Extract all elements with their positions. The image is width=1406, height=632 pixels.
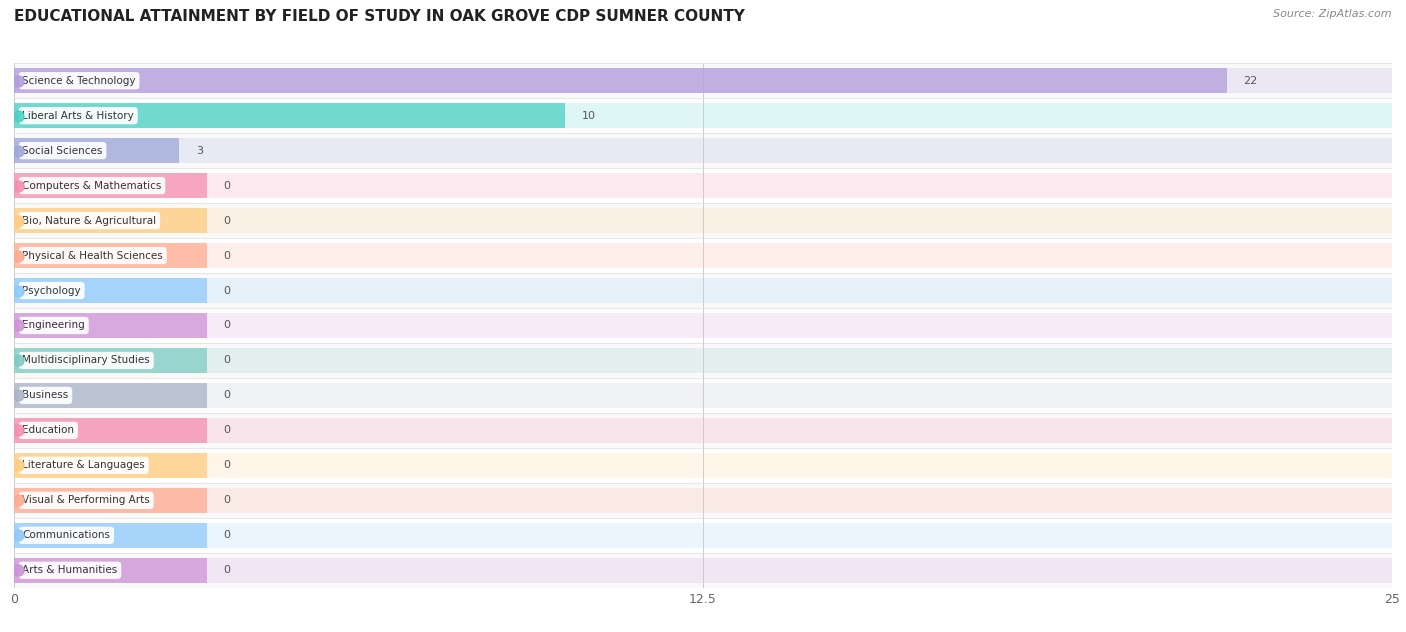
Bar (14, 98, 1392, 133)
Bar (14, 518, 1392, 553)
Text: 22: 22 (1243, 76, 1257, 86)
Text: 0: 0 (224, 391, 231, 401)
Text: 0: 0 (224, 495, 231, 506)
Text: 0: 0 (224, 286, 231, 296)
Bar (14, 308, 1392, 343)
Text: Multidisciplinary Studies: Multidisciplinary Studies (22, 355, 150, 365)
Text: Visual & Performing Arts: Visual & Performing Arts (22, 495, 150, 506)
Bar (14, 208, 207, 233)
Bar (14, 68, 1226, 94)
Bar (14, 313, 207, 338)
Text: Psychology: Psychology (22, 286, 82, 296)
Bar (14, 243, 207, 268)
Bar (14, 453, 1392, 478)
Bar (14, 418, 207, 443)
Bar (14, 138, 1392, 163)
Text: Business: Business (22, 391, 69, 401)
Text: Literature & Languages: Literature & Languages (22, 460, 145, 470)
Bar (14, 313, 1392, 338)
Text: 0: 0 (224, 530, 231, 540)
Text: Education: Education (22, 425, 75, 435)
Text: 0: 0 (224, 425, 231, 435)
Text: 0: 0 (224, 216, 231, 226)
Bar (14, 557, 1392, 583)
Bar (14, 523, 1392, 548)
Bar (14, 523, 207, 548)
Bar (14, 278, 1392, 303)
Bar (14, 103, 1392, 128)
Text: Bio, Nature & Agricultural: Bio, Nature & Agricultural (22, 216, 156, 226)
Bar (14, 243, 1392, 268)
Text: Physical & Health Sciences: Physical & Health Sciences (22, 250, 163, 260)
Bar (14, 173, 1392, 198)
Bar (14, 488, 207, 513)
Bar (14, 453, 207, 478)
Bar (14, 343, 1392, 378)
Bar (14, 63, 1392, 98)
Bar (14, 348, 1392, 373)
Text: EDUCATIONAL ATTAINMENT BY FIELD OF STUDY IN OAK GROVE CDP SUMNER COUNTY: EDUCATIONAL ATTAINMENT BY FIELD OF STUDY… (14, 9, 745, 25)
Text: Science & Technology: Science & Technology (22, 76, 136, 86)
Text: Arts & Humanities: Arts & Humanities (22, 565, 118, 575)
Text: 0: 0 (224, 565, 231, 575)
Bar (14, 138, 180, 163)
Text: Social Sciences: Social Sciences (22, 145, 103, 155)
Bar (14, 488, 1392, 513)
Text: 0: 0 (224, 460, 231, 470)
Text: Engineering: Engineering (22, 320, 86, 331)
Text: Communications: Communications (22, 530, 110, 540)
Text: 10: 10 (582, 111, 596, 121)
Bar (14, 383, 1392, 408)
Bar (14, 483, 1392, 518)
Bar (14, 238, 1392, 273)
Text: 0: 0 (224, 181, 231, 191)
Bar (14, 103, 565, 128)
Bar (14, 348, 207, 373)
Bar (14, 173, 207, 198)
Bar (14, 168, 1392, 203)
Text: Liberal Arts & History: Liberal Arts & History (22, 111, 134, 121)
Text: 0: 0 (224, 250, 231, 260)
Text: 3: 3 (195, 145, 202, 155)
Bar (14, 557, 207, 583)
Bar (14, 273, 1392, 308)
Bar (14, 413, 1392, 448)
Bar (14, 383, 207, 408)
Bar (14, 418, 1392, 443)
Text: 0: 0 (224, 320, 231, 331)
Text: 0: 0 (224, 355, 231, 365)
Bar (14, 378, 1392, 413)
Bar (14, 553, 1392, 588)
Bar (14, 68, 1392, 94)
Bar (14, 203, 1392, 238)
Text: Source: ZipAtlas.com: Source: ZipAtlas.com (1274, 9, 1392, 20)
Bar (14, 208, 1392, 233)
Text: Computers & Mathematics: Computers & Mathematics (22, 181, 162, 191)
Bar (14, 278, 207, 303)
Bar (14, 133, 1392, 168)
Bar (14, 448, 1392, 483)
